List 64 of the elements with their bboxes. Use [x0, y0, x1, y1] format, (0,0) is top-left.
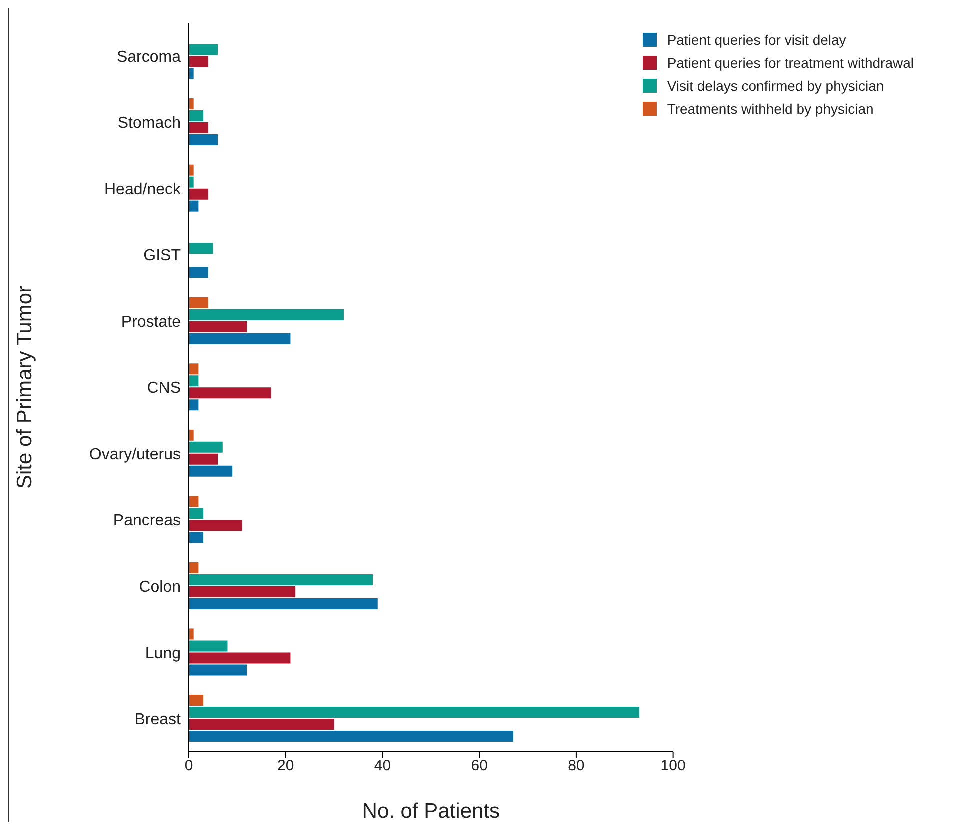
bar [189, 496, 199, 508]
bar [189, 731, 514, 742]
bar [189, 719, 334, 730]
bar [189, 695, 204, 706]
bar [189, 652, 291, 664]
y-tick-label: Breast [134, 712, 182, 729]
y-tick-label: Pancreas [113, 512, 181, 530]
y-tick-label: Stomach [118, 115, 181, 132]
bar [189, 98, 194, 110]
bar [189, 200, 199, 212]
bar [189, 640, 228, 652]
bar [189, 309, 344, 320]
legend-label: Patient queries for treatment withdrawal [667, 54, 914, 70]
x-tick-label: 60 [471, 758, 488, 775]
y-tick-label: Colon [139, 579, 181, 596]
bar [189, 442, 223, 453]
bar [189, 664, 248, 676]
legend-label: Patient queries for visit delay [667, 32, 846, 48]
bar [189, 333, 291, 344]
bar [189, 321, 248, 332]
bar [189, 134, 218, 146]
bar [189, 430, 194, 441]
bar [189, 364, 199, 375]
y-tick-label: Prostate [121, 314, 182, 331]
bar [189, 376, 199, 387]
bar [189, 508, 204, 520]
x-axis-title: No. of Patients [362, 800, 500, 823]
bar [189, 466, 233, 477]
bar [189, 598, 378, 610]
bar [189, 520, 242, 532]
x-tick-label: 0 [184, 758, 194, 775]
bar [189, 454, 218, 465]
bar [189, 188, 208, 200]
x-tick-label: 20 [278, 758, 294, 775]
y-tick-label: Sarcoma [116, 48, 182, 66]
legend-label: Visit delays confirmed by physician [667, 78, 884, 94]
y-tick-label: Head/neck [104, 181, 182, 198]
bar [189, 176, 194, 188]
y-tick-label: Ovary/uterus [89, 446, 181, 464]
bar [189, 56, 208, 68]
x-tick-label: 100 [660, 758, 686, 775]
y-tick-label: GIST [144, 248, 182, 265]
bar [189, 628, 194, 640]
y-tick-label: Lung [145, 645, 181, 662]
bar [189, 110, 204, 122]
x-tick-label: 80 [568, 758, 585, 775]
bar [189, 562, 199, 574]
bar [189, 388, 272, 399]
x-tick-label: 40 [374, 758, 392, 775]
bar [189, 267, 208, 278]
y-tick-label: CNS [147, 380, 181, 398]
bar [189, 68, 194, 80]
bar [189, 400, 199, 411]
bar [189, 243, 214, 254]
bar [189, 122, 208, 134]
bar [189, 574, 374, 586]
bar [189, 586, 296, 598]
bar [189, 707, 640, 718]
y-axis-title: Site of Primary Tumor [13, 286, 36, 490]
bar [189, 164, 194, 176]
bar [189, 532, 204, 544]
legend-label: Treatments withheld by physician [667, 100, 874, 116]
bar [189, 297, 208, 308]
bar [189, 44, 218, 56]
